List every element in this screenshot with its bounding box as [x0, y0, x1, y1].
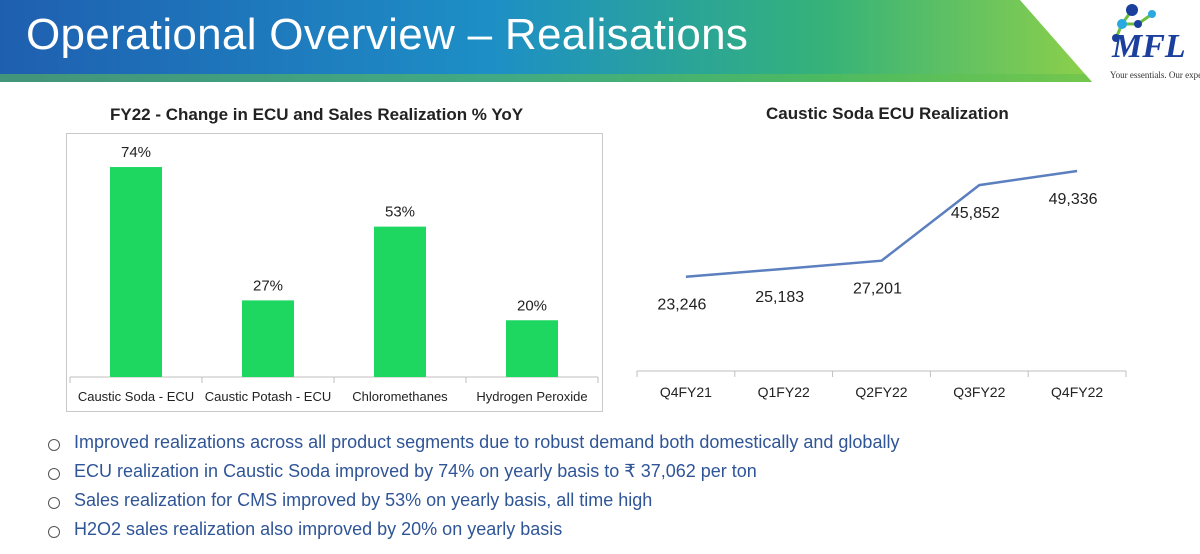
page-title: Operational Overview – Realisations	[26, 10, 749, 59]
bullet-circle-icon	[48, 468, 60, 480]
logo-text: MFL	[1112, 28, 1186, 65]
bullet-circle-icon	[48, 439, 60, 451]
x-tick-label: Q3FY22	[953, 384, 1005, 400]
bullet-item: Improved realizations across all product…	[48, 432, 1188, 461]
bullet-item: ECU realization in Caustic Soda improved…	[48, 461, 1188, 490]
data-label: 45,852	[951, 205, 1000, 222]
bullet-circle-icon	[48, 497, 60, 509]
series-line	[685, 169, 1078, 278]
bullet-list: Improved realizations across all product…	[48, 432, 1188, 548]
header-banner	[0, 0, 1092, 82]
x-tick-label: Q4FY21	[660, 384, 712, 400]
bullet-item: Sales realization for CMS improved by 53…	[48, 490, 1188, 519]
data-label: 49,336	[1049, 191, 1098, 208]
molecule-logo-icon	[1112, 4, 1156, 42]
bullet-circle-icon	[48, 526, 60, 538]
data-label: 25,183	[755, 289, 804, 306]
bullet-text: H2O2 sales realization also improved by …	[74, 519, 563, 539]
bar-chart-panel	[66, 133, 603, 412]
bullet-item: H2O2 sales realization also improved by …	[48, 519, 1188, 548]
data-label: 27,201	[853, 281, 902, 298]
bullet-text: Improved realizations across all product…	[74, 432, 900, 452]
bar-chart-title: FY22 - Change in ECU and Sales Realizati…	[110, 105, 524, 124]
x-tick-label: Q2FY22	[855, 384, 907, 400]
bullet-text: Sales realization for CMS improved by 53…	[74, 490, 653, 510]
line-chart-title: Caustic Soda ECU Realization	[766, 104, 1009, 123]
x-tick-label: Q4FY22	[1051, 384, 1103, 400]
data-label: 23,246	[657, 297, 706, 314]
x-tick-label: Q1FY22	[758, 384, 810, 400]
logo-tagline: Your essentials. Our expertise	[1110, 70, 1200, 80]
bullet-text: ECU realization in Caustic Soda improved…	[74, 461, 757, 481]
